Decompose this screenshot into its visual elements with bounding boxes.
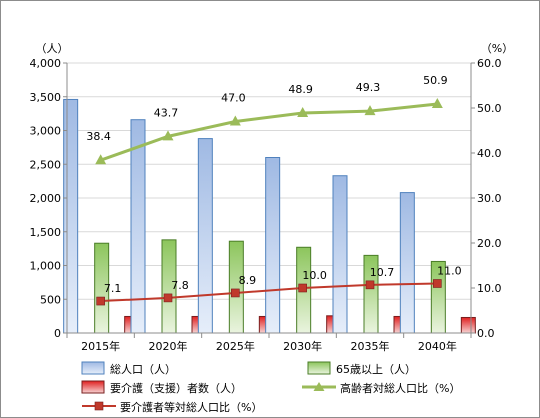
x-tick-label: 2030年 bbox=[283, 339, 322, 353]
data-label: 38.4 bbox=[86, 130, 111, 143]
point-marker bbox=[298, 283, 307, 293]
right-tick-label: 10.0 bbox=[477, 282, 502, 295]
legend-label-65plus: 65歳以上（人） bbox=[336, 363, 416, 376]
bar-2 bbox=[228, 240, 244, 334]
right-tick-label: 40.0 bbox=[477, 147, 502, 160]
x-tick-label: 2035年 bbox=[351, 339, 390, 353]
legend-label-total: 総人口（人） bbox=[110, 362, 176, 376]
left-axis-unit: （人） bbox=[36, 42, 69, 55]
point-marker bbox=[95, 154, 107, 165]
data-label: 47.0 bbox=[221, 92, 246, 105]
x-tick-label: 2040年 bbox=[418, 339, 457, 353]
left-tick-label: 1,000 bbox=[30, 260, 62, 273]
point-marker bbox=[433, 279, 442, 288]
point-marker bbox=[365, 280, 375, 290]
legend-swatch-care bbox=[81, 380, 105, 394]
left-tick-label: 0 bbox=[54, 327, 61, 340]
data-label: 11.0 bbox=[437, 265, 462, 278]
legend-swatch-65plus bbox=[307, 361, 331, 375]
legend-marker-elderly bbox=[313, 382, 325, 391]
data-label: 8.9 bbox=[239, 274, 257, 287]
point-marker bbox=[297, 106, 309, 117]
data-label: 48.9 bbox=[288, 83, 313, 96]
data-label: 50.9 bbox=[423, 74, 448, 87]
left-tick-label: 3,500 bbox=[30, 91, 62, 104]
x-tick-label: 2015年 bbox=[81, 339, 120, 353]
right-tick-label: 0.0 bbox=[477, 327, 495, 340]
axes: 0 500 1,000 1,500 2,000 2,500 3,000 3,500 4,000 0… bbox=[30, 57, 502, 353]
left-tick-label: 2,000 bbox=[30, 192, 62, 205]
left-tick-label: 1,500 bbox=[30, 226, 62, 239]
data-label: 49.3 bbox=[356, 81, 381, 94]
point-marker bbox=[162, 130, 174, 141]
point-marker bbox=[229, 115, 241, 126]
series-line-2 bbox=[100, 282, 438, 303]
bar-3 bbox=[460, 316, 476, 334]
legend-swatch-total bbox=[81, 361, 105, 375]
bar-1 bbox=[197, 138, 213, 334]
point-marker bbox=[364, 105, 376, 116]
bar-1 bbox=[265, 157, 281, 334]
legend-label-elderly: 高齢者対総人口比（%） bbox=[340, 381, 460, 395]
x-tick-label: 2020年 bbox=[149, 339, 188, 353]
bar-series bbox=[63, 98, 476, 334]
left-tick-label: 4,000 bbox=[30, 57, 62, 70]
left-tick-label: 2,500 bbox=[30, 158, 62, 171]
legend-label-careratio: 要介護者等対総人口比（%） bbox=[120, 400, 262, 414]
x-tick-label: 2025年 bbox=[216, 339, 255, 353]
right-tick-label: 30.0 bbox=[477, 192, 502, 205]
point-marker bbox=[231, 288, 240, 298]
right-tick-label: 20.0 bbox=[477, 237, 502, 250]
right-axis-unit: （%） bbox=[481, 42, 513, 55]
left-tick-label: 500 bbox=[40, 293, 61, 306]
legend-marker-careratio bbox=[94, 401, 104, 411]
point-marker bbox=[96, 296, 105, 306]
line-series: 38.4 43.7 47.0 48.9 49.3 50.9 7.1 7.8 8.9 10.0 10.… bbox=[86, 74, 462, 306]
bar-1 bbox=[130, 119, 146, 334]
point-marker bbox=[431, 97, 443, 108]
point-marker bbox=[163, 293, 173, 303]
right-tick-label: 60.0 bbox=[477, 57, 502, 70]
data-label: 7.1 bbox=[104, 282, 122, 295]
right-tick-label: 50.0 bbox=[477, 102, 502, 115]
data-label: 10.0 bbox=[302, 269, 327, 282]
data-label: 43.7 bbox=[154, 106, 179, 119]
bar-1 bbox=[332, 175, 348, 334]
data-label: 7.8 bbox=[171, 279, 189, 292]
bar-1 bbox=[399, 192, 415, 334]
left-tick-label: 3,000 bbox=[30, 125, 62, 138]
series-line-1 bbox=[100, 102, 438, 162]
bar-1 bbox=[63, 98, 79, 334]
legend-label-care: 要介護（支援）者数（人） bbox=[110, 381, 242, 395]
legend: 総人口（人） 65歳以上（人） 要介護（支援）者数（人） 高齢者対総人口比（%）… bbox=[81, 361, 460, 414]
data-label: 10.7 bbox=[370, 266, 395, 279]
